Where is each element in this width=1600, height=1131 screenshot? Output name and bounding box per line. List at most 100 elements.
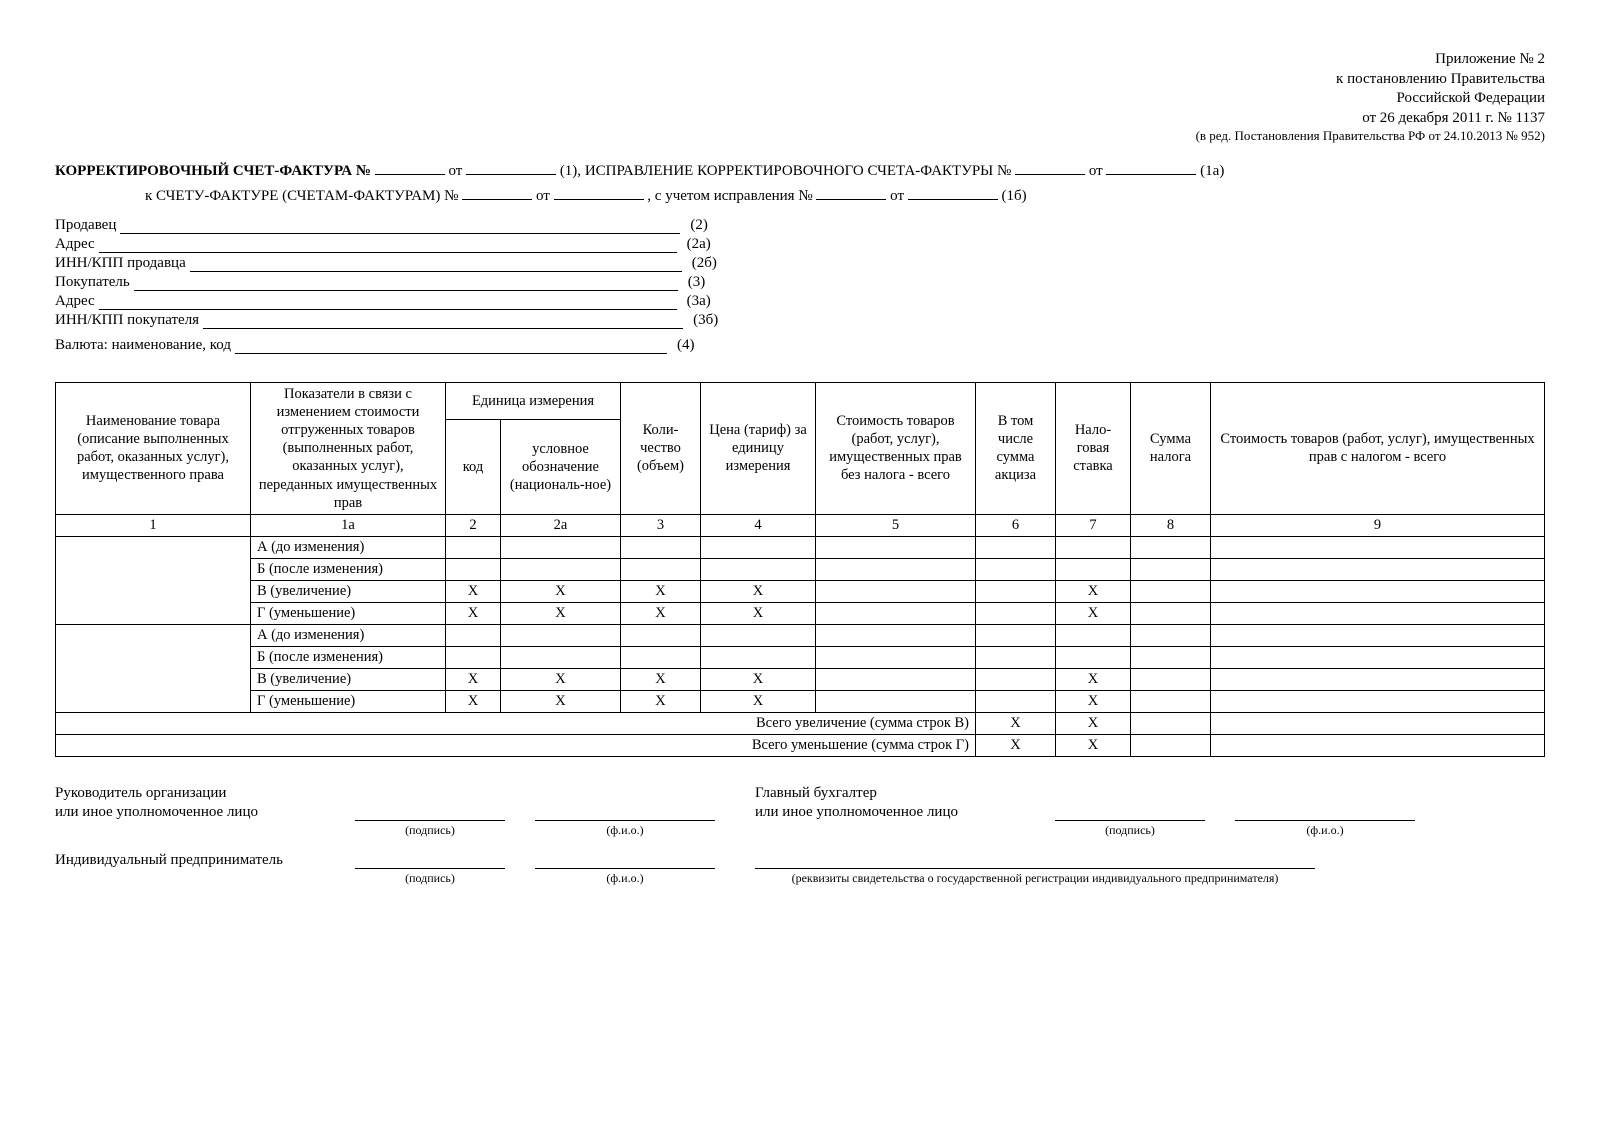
inn-seller-input[interactable] (190, 255, 682, 272)
head-sig-line[interactable] (355, 804, 505, 821)
x-cell: X (501, 580, 621, 602)
cell[interactable] (1056, 536, 1131, 558)
buyer-address-input[interactable] (99, 293, 677, 310)
ip-req-line[interactable] (755, 852, 1315, 869)
ip-fio-line[interactable] (535, 852, 715, 869)
cell[interactable] (501, 624, 621, 646)
cell[interactable] (1131, 602, 1211, 624)
item-name-2[interactable] (56, 624, 251, 712)
num-1: 1 (56, 514, 251, 536)
cell[interactable] (976, 602, 1056, 624)
cell[interactable] (701, 558, 816, 580)
acc-sig-line[interactable] (1055, 804, 1205, 821)
n1: (1), (560, 163, 581, 179)
cell[interactable] (446, 624, 501, 646)
currency-input[interactable] (235, 337, 667, 354)
cell[interactable] (976, 558, 1056, 580)
cell[interactable] (1056, 646, 1131, 668)
ip-sig-line[interactable] (355, 852, 505, 869)
cell[interactable] (816, 536, 976, 558)
x-cell: X (1056, 668, 1131, 690)
seller-address-input[interactable] (99, 236, 677, 253)
cell[interactable] (1211, 536, 1545, 558)
total-inc-label: Всего увеличение (сумма строк В) (56, 712, 976, 734)
cell[interactable] (446, 536, 501, 558)
blank-corr-date[interactable] (1106, 160, 1196, 175)
cell[interactable] (621, 536, 701, 558)
ot-4: от (890, 188, 904, 204)
cell[interactable] (621, 646, 701, 668)
cell[interactable] (1131, 712, 1211, 734)
cell[interactable] (501, 558, 621, 580)
cell[interactable] (1211, 668, 1545, 690)
inn-buyer-input[interactable] (203, 312, 683, 329)
cell[interactable] (1211, 734, 1545, 756)
cell[interactable] (1211, 690, 1545, 712)
cell[interactable] (976, 668, 1056, 690)
blank-num[interactable] (375, 160, 445, 175)
cell[interactable] (1211, 712, 1545, 734)
cell[interactable] (1131, 536, 1211, 558)
blank-withcorr-date[interactable] (908, 185, 998, 200)
cell[interactable] (446, 646, 501, 668)
cell[interactable] (1131, 558, 1211, 580)
blank-date[interactable] (466, 160, 556, 175)
cell[interactable] (976, 690, 1056, 712)
item-name-1[interactable] (56, 536, 251, 624)
blank-sf-date[interactable] (554, 185, 644, 200)
cell[interactable] (816, 602, 976, 624)
cell[interactable] (621, 558, 701, 580)
cell[interactable] (976, 624, 1056, 646)
head-l2: или иное уполномоченное лицо (55, 804, 355, 821)
blank-corr-num[interactable] (1015, 160, 1085, 175)
cell[interactable] (976, 646, 1056, 668)
cell[interactable] (1211, 602, 1545, 624)
cell[interactable] (976, 536, 1056, 558)
cell[interactable] (816, 690, 976, 712)
cell[interactable] (1211, 646, 1545, 668)
currency-label: Валюта: наименование, код (55, 337, 231, 354)
cell[interactable] (816, 558, 976, 580)
cell[interactable] (976, 580, 1056, 602)
seller-input[interactable] (120, 217, 680, 234)
x-cell: X (621, 668, 701, 690)
cell[interactable] (1211, 558, 1545, 580)
ip-sig-hint: (подпись) (355, 871, 505, 886)
cell[interactable] (1131, 690, 1211, 712)
x-cell: X (621, 602, 701, 624)
buyer-input[interactable] (134, 274, 678, 291)
blank-sf-num[interactable] (462, 185, 532, 200)
cell[interactable] (701, 624, 816, 646)
cell[interactable] (816, 580, 976, 602)
head-fio-line[interactable] (535, 804, 715, 821)
cell[interactable] (701, 536, 816, 558)
cell[interactable] (1131, 646, 1211, 668)
title-sub: к СЧЕТУ-ФАКТУРЕ (СЧЕТАМ-ФАКТУРАМ) № (145, 188, 458, 204)
cell[interactable] (621, 624, 701, 646)
ot-3: от (536, 188, 550, 204)
cell[interactable] (1131, 734, 1211, 756)
cell[interactable] (1056, 558, 1131, 580)
cell[interactable] (816, 646, 976, 668)
main-table: Наименование товара (описание выполненны… (55, 382, 1545, 757)
row-g-2: Г (уменьшение) (251, 690, 446, 712)
hdr-c1a: Показатели в связи с изменением стоимост… (251, 382, 446, 514)
cell[interactable] (1056, 624, 1131, 646)
cell[interactable] (816, 668, 976, 690)
cell[interactable] (501, 536, 621, 558)
acc-fio-line[interactable] (1235, 804, 1415, 821)
cell[interactable] (1211, 624, 1545, 646)
cell[interactable] (701, 646, 816, 668)
cell[interactable] (1211, 580, 1545, 602)
cell[interactable] (1131, 580, 1211, 602)
x-cell: X (1056, 734, 1131, 756)
hdr-c8: Сумма налога (1131, 382, 1211, 514)
cell[interactable] (1131, 624, 1211, 646)
cell[interactable] (1131, 668, 1211, 690)
cell[interactable] (501, 646, 621, 668)
num-9: 9 (1211, 514, 1545, 536)
blank-withcorr-num[interactable] (816, 185, 886, 200)
cell[interactable] (446, 558, 501, 580)
cell[interactable] (816, 624, 976, 646)
seller-label: Продавец (55, 217, 116, 234)
